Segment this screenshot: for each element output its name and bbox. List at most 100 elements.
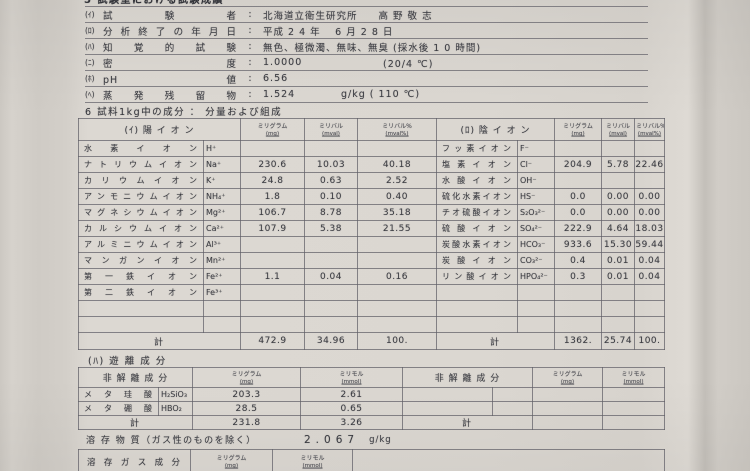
- ion-row: アルミニウムイオン Al³⁺ 炭酸水素イオン HCO₃⁻ 933.6 15.30…: [78, 236, 665, 253]
- component-mg-value: 28.5: [192, 401, 302, 416]
- anion-name: [436, 300, 518, 317]
- cation-mg-value: [240, 252, 305, 269]
- item-label: pH 値: [103, 74, 237, 86]
- free-total-mg: 231.8: [192, 415, 302, 430]
- unit-line1: ミリバル: [319, 121, 343, 130]
- anion-name: 硫酸イオン: [436, 220, 518, 237]
- dissolved-matter-unit: g/kg: [369, 434, 392, 445]
- item-label: 分析終了の年月日: [103, 26, 237, 38]
- item-value: 1.0000: [263, 57, 303, 68]
- cation-name: ナトリウムイオン: [78, 156, 204, 173]
- anion-formula: [517, 284, 555, 301]
- cation-mval-value: 0.10: [304, 188, 358, 205]
- item-label: 試 験 者: [103, 10, 237, 22]
- anion-mval-value: 15.30: [601, 236, 635, 253]
- cation-formula: Ca²⁺: [203, 220, 241, 237]
- cation-mval-value: [304, 316, 358, 333]
- free-total-label: 計: [77, 415, 194, 430]
- item-label: 蒸 発 残 留 物: [103, 90, 237, 102]
- cation-mg-value: [240, 300, 305, 317]
- anion-mg-value: [554, 172, 602, 189]
- anion-mval-percent-value: [634, 140, 665, 157]
- right-component-name-empty: [402, 401, 494, 416]
- cation-formula: [203, 316, 241, 333]
- anion-formula: [517, 316, 555, 333]
- cation-formula: Mn²⁺: [203, 252, 241, 269]
- anion-mval-percent-unit-header: ミリバル% (mval%): [634, 118, 665, 141]
- anion-mval-percent-value: [634, 316, 665, 333]
- unit-line1: ミリモル: [621, 369, 646, 378]
- cation-formula: Fe³⁺: [203, 284, 241, 301]
- anion-formula: [517, 300, 555, 317]
- anion-name: 炭酸水素イオン: [436, 236, 518, 253]
- cation-mval-percent-value: [357, 284, 437, 301]
- anion-name: チオ硫酸イオン: [436, 204, 518, 221]
- component-formula: H₂SiO₃: [157, 387, 194, 402]
- anion-mg-unit-header: ミリグラム (mg): [554, 118, 602, 141]
- anion-mg-value: 0.0: [554, 204, 602, 221]
- anion-total-mg: 1362.: [554, 332, 602, 350]
- colon-separator: :: [248, 9, 252, 20]
- ion-row: ナトリウムイオン Na⁺ 230.6 10.03 40.18 塩素イオン Cl⁻…: [78, 156, 665, 173]
- anion-mval-value: [601, 172, 635, 189]
- unit-line1: ミリバル%: [636, 121, 665, 130]
- cation-mg-unit-header: ミリグラム (mg): [240, 118, 305, 141]
- anion-total-mval-percent: 100.: [634, 332, 665, 350]
- unit-line2: (mmol): [623, 377, 644, 384]
- cation-name: 第二鉄イオン: [78, 284, 204, 301]
- anion-mval-percent-value: 0.04: [634, 268, 665, 285]
- anion-formula: HCO₃⁻: [517, 236, 555, 253]
- item-value: 6.56: [263, 73, 289, 84]
- anion-name: 硫化水素イオン: [436, 188, 518, 205]
- item-marker: (ﾎ): [85, 74, 95, 83]
- cation-formula: Al³⁺: [203, 236, 241, 253]
- item-value: 平成 2 4 年 6 月 2 8 日: [263, 26, 394, 38]
- ion-row: マンガンイオン Mn²⁺ 炭酸イオン CO₃²⁻ 0.4 0.01 0.04: [78, 252, 665, 269]
- right-component-formula-empty: [492, 387, 534, 402]
- anion-formula: OH⁻: [517, 172, 555, 189]
- item-marker: (ﾍ): [85, 90, 95, 99]
- anion-name: [436, 284, 518, 301]
- unit-line1: ミリバル%: [382, 121, 412, 130]
- ion-row: カルシウムイオン Ca²⁺ 107.9 5.38 21.55 硫酸イオン SO₄…: [78, 220, 665, 237]
- cation-name: マグネシウムイオン: [78, 204, 204, 221]
- anion-mval-percent-value: 18.03: [634, 220, 665, 237]
- info-row: (ﾎ) pH 値 : 6.56: [85, 71, 648, 87]
- free-right-mg-unit-header: ミリグラム (mg): [532, 367, 604, 388]
- ion-row: マグネシウムイオン Mg²⁺ 106.7 8.78 35.18 チオ硫酸イオン …: [78, 204, 665, 221]
- nondissociated-header-left: 非 解 離 成 分: [77, 367, 194, 388]
- anion-mval-value: 0.01: [601, 252, 635, 269]
- anion-mg-value: [554, 284, 602, 301]
- component-mmol-value: 2.61: [300, 387, 404, 402]
- item-value: 無色、極微濁、無味、無臭 (採水後 1 0 時間): [263, 42, 482, 54]
- cation-formula: Fe²⁺: [203, 268, 241, 285]
- unit-line1: ミリグラム: [257, 121, 288, 130]
- cation-mval-percent-value: 35.18: [357, 204, 437, 221]
- unit-line1: ミリグラム: [216, 453, 247, 462]
- cation-formula: K⁺: [203, 172, 241, 189]
- unit-line1: ミリモル: [339, 369, 364, 378]
- free-mmol-unit-header: ミリモル (mmol): [300, 367, 404, 388]
- cation-name: マンガンイオン: [78, 252, 204, 269]
- item-marker: (ﾊ): [85, 42, 95, 51]
- anion-mval-percent-value: [634, 172, 665, 189]
- cation-mval-value: [304, 284, 358, 301]
- anion-total-mval: 25.74: [601, 332, 635, 350]
- section5-title-cutoff: 5 試験室における試験成績: [84, 0, 224, 6]
- free-table-header-row: 非 解 離 成 分 ミリグラム (mg) ミリモル (mmol) 非 解 離 成…: [77, 367, 666, 388]
- cation-mg-value: [240, 140, 305, 157]
- anion-mval-value: 5.78: [601, 156, 635, 173]
- colon-separator: :: [248, 41, 252, 52]
- right-component-formula-empty: [492, 401, 534, 416]
- anion-mg-value: 204.9: [554, 156, 602, 173]
- unit-line2: (mval%): [637, 129, 662, 136]
- free-right-total-mg-empty: [532, 415, 604, 430]
- unit-line1: ミリグラム: [552, 369, 583, 378]
- component-mmol-value: 0.65: [300, 401, 404, 416]
- anion-mg-value: [554, 300, 602, 317]
- cation-mval-value: [304, 300, 358, 317]
- cation-mval-value: 5.38: [304, 220, 358, 237]
- cation-name: アンモニウムイオン: [78, 188, 204, 205]
- ion-row: アンモニウムイオン NH₄⁺ 1.8 0.10 0.40 硫化水素イオン HS⁻…: [78, 188, 665, 205]
- info-row: (ﾍ) 蒸 発 残 留 物 : 1.524 g/kg ( 110 ℃): [85, 87, 648, 103]
